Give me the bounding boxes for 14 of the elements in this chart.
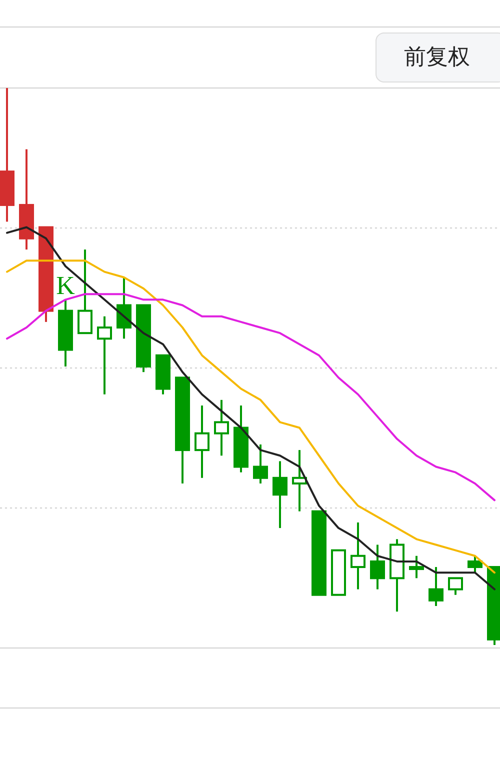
candlestick — [19, 148, 34, 251]
annotation: K — [56, 271, 76, 300]
candlestick — [350, 521, 366, 590]
candlestick — [370, 544, 385, 590]
candlestick — [292, 449, 307, 512]
candlestick — [409, 554, 424, 580]
candlestick — [0, 87, 14, 223]
candlestick — [116, 276, 132, 340]
candlestick — [194, 404, 210, 479]
text: 前复权 — [404, 45, 470, 70]
candlestick — [58, 298, 73, 368]
candlestick — [97, 315, 112, 396]
candlestick — [272, 460, 288, 530]
candlestick — [214, 398, 229, 457]
